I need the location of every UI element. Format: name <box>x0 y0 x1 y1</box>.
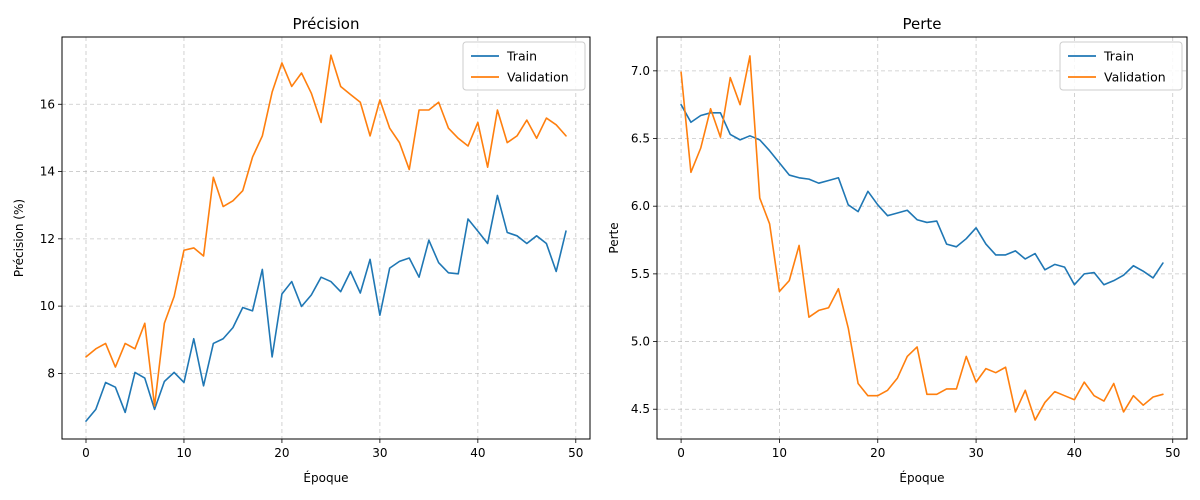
x-tick-label: 40 <box>470 446 485 460</box>
x-tick-label: 50 <box>1165 446 1180 460</box>
axes-frame <box>656 36 1188 440</box>
y-tick-label: 4.5 <box>631 402 650 416</box>
y-tick-label: 12 <box>40 232 55 246</box>
precision-chart: 0 10 20 30 40 50 8 10 12 14 16 Précision Époque Préci… <box>12 15 591 485</box>
legend-label-validation: Validation <box>507 70 569 85</box>
x-tick-label: 50 <box>568 446 583 460</box>
x-tick-label: 20 <box>274 446 289 460</box>
y-tick-label: 5.5 <box>631 267 650 281</box>
chart-title: Précision <box>293 15 360 33</box>
legend-box <box>462 41 586 91</box>
legend: Train Validation <box>1059 41 1183 91</box>
y-tick-label: 8 <box>47 366 55 380</box>
x-tick-label: 40 <box>1067 446 1082 460</box>
y-axis-label: Précision (%) <box>12 199 26 277</box>
y-tick-label: 16 <box>40 97 55 111</box>
x-tick-label: 10 <box>772 446 787 460</box>
x-tick-label: 20 <box>870 446 885 460</box>
y-tick-label: 7.0 <box>631 64 650 78</box>
x-tick-label: 10 <box>176 446 191 460</box>
series-line-validation <box>680 55 1164 421</box>
x-tick-label: 0 <box>677 446 685 460</box>
x-tick-label: 0 <box>82 446 90 460</box>
legend-label-train: Train <box>1103 49 1134 64</box>
y-tick-label: 5.0 <box>631 335 650 349</box>
series-line-train <box>680 103 1164 286</box>
x-axis-label: Époque <box>899 470 944 485</box>
x-tick-label: 30 <box>372 446 387 460</box>
y-tick-label: 6.0 <box>631 199 650 213</box>
axes-frame <box>61 36 591 440</box>
y-tick-label: 6.5 <box>631 132 650 146</box>
y-tick-label: 14 <box>40 165 55 179</box>
x-axis-label: Époque <box>303 470 348 485</box>
legend: Train Validation <box>462 41 586 91</box>
series-line-train <box>85 194 567 422</box>
legend-label-validation: Validation <box>1104 70 1166 85</box>
legend-label-train: Train <box>506 49 537 64</box>
x-tick-label: 30 <box>968 446 983 460</box>
series-line-validation <box>85 54 567 407</box>
loss-chart: 0 10 20 30 40 50 4.5 5.0 5.5 6.0 6.5 7.0 Perte Époque… <box>607 15 1188 485</box>
y-tick-label: 10 <box>40 299 55 313</box>
legend-box <box>1059 41 1183 91</box>
y-axis-label: Perte <box>607 222 621 253</box>
chart-title: Perte <box>902 15 941 33</box>
